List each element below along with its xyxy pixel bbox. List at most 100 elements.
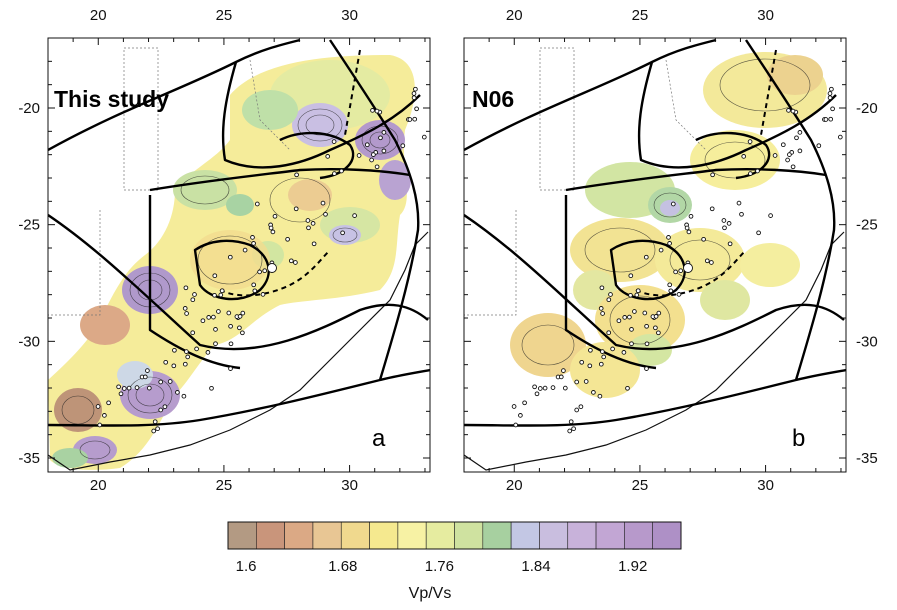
highlight-station-a bbox=[267, 263, 277, 273]
x-tick-label-bottom: 20 bbox=[90, 477, 107, 494]
station-marker bbox=[688, 213, 694, 219]
station-marker bbox=[212, 292, 217, 298]
station-marker bbox=[126, 385, 132, 391]
station-marker bbox=[591, 390, 596, 395]
station-marker bbox=[571, 426, 576, 432]
station-marker bbox=[252, 288, 258, 294]
panel-a-letter: a bbox=[372, 425, 386, 452]
station-marker bbox=[736, 200, 742, 206]
station-marker bbox=[780, 142, 786, 148]
station-marker bbox=[228, 323, 233, 329]
panel-b: N06 b 20 20 25 25 30 30 -20 -25 -30 -35 bbox=[463, 7, 878, 494]
station-marker bbox=[587, 363, 593, 369]
station-marker bbox=[616, 318, 622, 324]
colorbar-cell bbox=[397, 521, 427, 550]
station-marker bbox=[251, 241, 256, 246]
station-marker bbox=[381, 148, 387, 154]
y-tick-label-right: -25 bbox=[856, 217, 878, 234]
station-marker bbox=[378, 135, 383, 141]
x-tick-label-top: 25 bbox=[216, 7, 233, 24]
station-marker bbox=[175, 390, 180, 395]
station-marker bbox=[352, 213, 357, 218]
station-marker bbox=[561, 368, 566, 373]
station-marker bbox=[667, 282, 673, 288]
station-marker bbox=[185, 354, 191, 360]
station-marker bbox=[206, 315, 212, 320]
station-marker bbox=[598, 306, 604, 311]
station-marker bbox=[237, 325, 242, 331]
station-marker bbox=[787, 152, 792, 157]
station-marker bbox=[532, 384, 537, 390]
station-marker bbox=[710, 172, 715, 178]
station-marker bbox=[310, 221, 316, 226]
station-marker bbox=[644, 341, 650, 347]
station-marker bbox=[339, 168, 344, 174]
station-marker bbox=[172, 347, 177, 353]
colorbar-tick-label: 1.84 bbox=[521, 558, 550, 575]
colorbar-frame bbox=[227, 521, 682, 550]
panel-b-title: N06 bbox=[472, 86, 514, 112]
station-marker bbox=[634, 292, 640, 298]
vpvs-field-a bbox=[48, 55, 415, 470]
station-marker bbox=[606, 330, 612, 336]
station-marker bbox=[827, 91, 833, 96]
station-marker bbox=[511, 404, 517, 409]
station-marker bbox=[673, 269, 678, 275]
colorbar-cell bbox=[454, 521, 484, 550]
station-marker bbox=[790, 108, 796, 114]
station-marker bbox=[155, 426, 160, 432]
station-marker bbox=[625, 385, 630, 391]
station-marker bbox=[726, 221, 732, 226]
station-marker bbox=[537, 386, 543, 391]
station-marker bbox=[407, 117, 413, 122]
station-marker bbox=[686, 229, 692, 235]
colorbar-cell bbox=[256, 521, 285, 550]
station-marker bbox=[666, 235, 671, 240]
station-marker bbox=[627, 314, 632, 320]
station-marker bbox=[550, 385, 556, 390]
station-marker bbox=[755, 168, 760, 174]
station-marker bbox=[213, 341, 218, 347]
station-marker bbox=[306, 225, 311, 231]
station-marker bbox=[670, 201, 676, 207]
colorbar-cell bbox=[539, 521, 569, 550]
station-marker bbox=[370, 108, 375, 113]
panel-b-frame bbox=[463, 37, 847, 473]
station-marker bbox=[722, 225, 727, 231]
station-marker bbox=[411, 95, 417, 101]
station-marker bbox=[837, 134, 843, 140]
station-marker bbox=[739, 211, 744, 217]
station-marker bbox=[709, 260, 714, 265]
station-marker bbox=[305, 218, 311, 223]
panel-a-title: This study bbox=[54, 86, 169, 112]
tectonic-lines-a bbox=[48, 38, 430, 427]
panel-b-ticks: 20 20 25 25 30 30 -20 -25 -30 -35 bbox=[463, 7, 878, 494]
station-marker bbox=[118, 391, 124, 397]
station-marker bbox=[644, 323, 649, 329]
station-marker bbox=[667, 241, 672, 246]
station-marker bbox=[628, 292, 633, 298]
seismic-stations-b bbox=[511, 86, 843, 434]
station-marker bbox=[721, 218, 727, 223]
station-marker bbox=[121, 386, 127, 391]
station-marker bbox=[606, 297, 612, 303]
colorbar-cell bbox=[369, 521, 399, 550]
y-tick-label-left: -30 bbox=[18, 333, 40, 350]
station-marker bbox=[260, 292, 266, 297]
panel-b-letter: b bbox=[792, 425, 805, 452]
station-marker bbox=[588, 347, 593, 353]
station-marker bbox=[216, 309, 221, 314]
station-marker bbox=[200, 318, 206, 324]
station-marker bbox=[701, 236, 706, 242]
station-marker bbox=[658, 247, 664, 253]
station-marker bbox=[228, 341, 234, 347]
seismic-stations-a bbox=[95, 86, 427, 434]
station-marker bbox=[184, 349, 189, 354]
station-marker bbox=[240, 310, 246, 316]
station-marker bbox=[374, 164, 380, 170]
station-marker bbox=[574, 379, 580, 385]
station-marker bbox=[371, 152, 376, 157]
x-tick-label-top: 20 bbox=[506, 7, 523, 24]
panel-a-frame bbox=[47, 37, 431, 473]
station-marker bbox=[562, 385, 568, 391]
